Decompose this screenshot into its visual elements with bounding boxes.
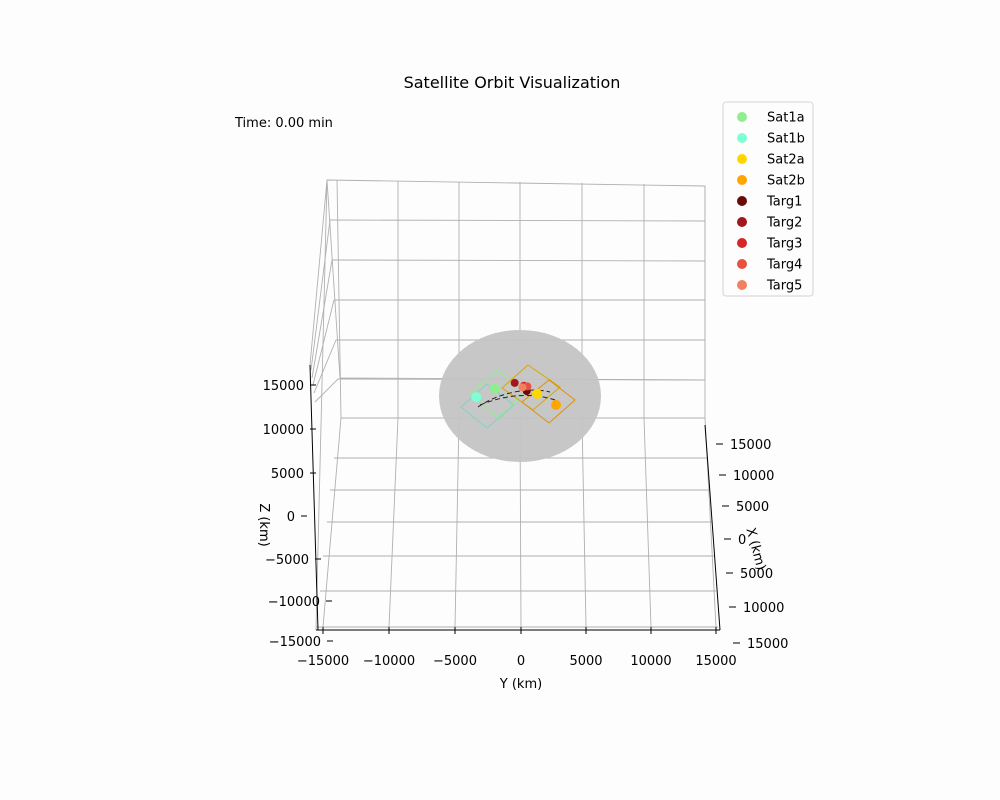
x-tick-label: 0	[738, 533, 746, 548]
z-tick-label: 15000	[263, 379, 304, 394]
y-tick-labels: −15000 −10000 −5000 0 5000 10000 15000	[297, 654, 737, 669]
point-targ5	[518, 383, 527, 392]
y-tick-label: −5000	[433, 654, 477, 669]
time-label: Time: 0.00 min	[234, 116, 333, 131]
legend: Sat1a Sat1b Sat2a Sat2b Targ1 Targ2 Targ3 Targ4…	[722, 101, 814, 297]
x-axis-label: X (km)	[743, 526, 769, 572]
legend-label-targ4: Targ4	[766, 258, 802, 273]
legend-marker-targ1	[737, 196, 747, 206]
legend-label-targ5: Targ5	[766, 279, 802, 294]
legend-marker-sat2a	[737, 154, 747, 164]
x-tick-label: 15000	[747, 637, 788, 652]
point-targ2	[510, 378, 519, 387]
z-axis-label: Z (km)	[256, 503, 271, 546]
y-tick-label: 0	[517, 654, 525, 669]
point-sat1b	[471, 392, 482, 403]
z-tick-label: 5000	[271, 467, 304, 482]
point-sat2b	[551, 399, 561, 410]
point-sat1a	[489, 383, 500, 394]
axis-lines	[309, 364, 721, 631]
z-tick-label: 10000	[263, 423, 304, 438]
legend-label-targ3: Targ3	[766, 237, 802, 252]
y-tick-label: −15000	[297, 654, 349, 669]
legend-marker-targ3	[737, 238, 747, 248]
legend-label-sat2b: Sat2b	[767, 174, 805, 189]
y-tick-label: 10000	[630, 654, 671, 669]
x-axis-line	[704, 424, 721, 631]
legend-marker-targ2	[737, 217, 747, 227]
legend-label-sat1b: Sat1b	[767, 132, 805, 147]
x-tick-labels: 15000 10000 5000 0 5000 10000 15000	[730, 438, 788, 652]
legend-label-targ2: Targ2	[766, 216, 802, 231]
x-tick-label: 10000	[743, 601, 784, 616]
z-tick-label: −5000	[265, 553, 309, 568]
y-tick-label: −10000	[363, 654, 415, 669]
x-tick-label: 5000	[740, 567, 773, 582]
x-tick-label: 5000	[736, 500, 769, 515]
legend-label-sat2a: Sat2a	[767, 153, 805, 168]
legend-marker-targ5	[737, 280, 747, 290]
z-tick-label: −10000	[268, 595, 320, 610]
legend-label-targ1: Targ1	[766, 195, 802, 210]
orbit-paths	[477, 389, 556, 408]
legend-marker-sat1b	[737, 133, 747, 143]
point-sat2a	[532, 388, 543, 399]
sat2b-footprint	[521, 379, 576, 424]
y-tick-label: 5000	[569, 654, 602, 669]
y-axis-label: Y (km)	[499, 677, 542, 692]
z-tick-label: 0	[287, 510, 295, 525]
sat1b-footprint	[460, 383, 515, 429]
legend-marker-targ4	[737, 259, 747, 269]
tick-marks	[301, 384, 740, 644]
legend-label-sat1a: Sat1a	[767, 111, 805, 126]
legend-marker-sat1a	[737, 112, 747, 122]
x-tick-label: 10000	[733, 469, 774, 484]
z-tick-label: −15000	[269, 635, 321, 650]
legend-marker-sat2b	[737, 175, 747, 185]
y-tick-label: 15000	[695, 654, 736, 669]
data-points	[471, 378, 561, 410]
z-axis-line	[309, 364, 319, 631]
z-tick-labels: 15000 10000 5000 0 −5000 −10000 −15000	[263, 379, 321, 650]
legend-frame	[722, 101, 814, 297]
orbit-path-1	[477, 389, 551, 408]
chart-title: Satellite Orbit Visualization	[404, 73, 621, 92]
x-tick-label: 15000	[730, 438, 771, 453]
